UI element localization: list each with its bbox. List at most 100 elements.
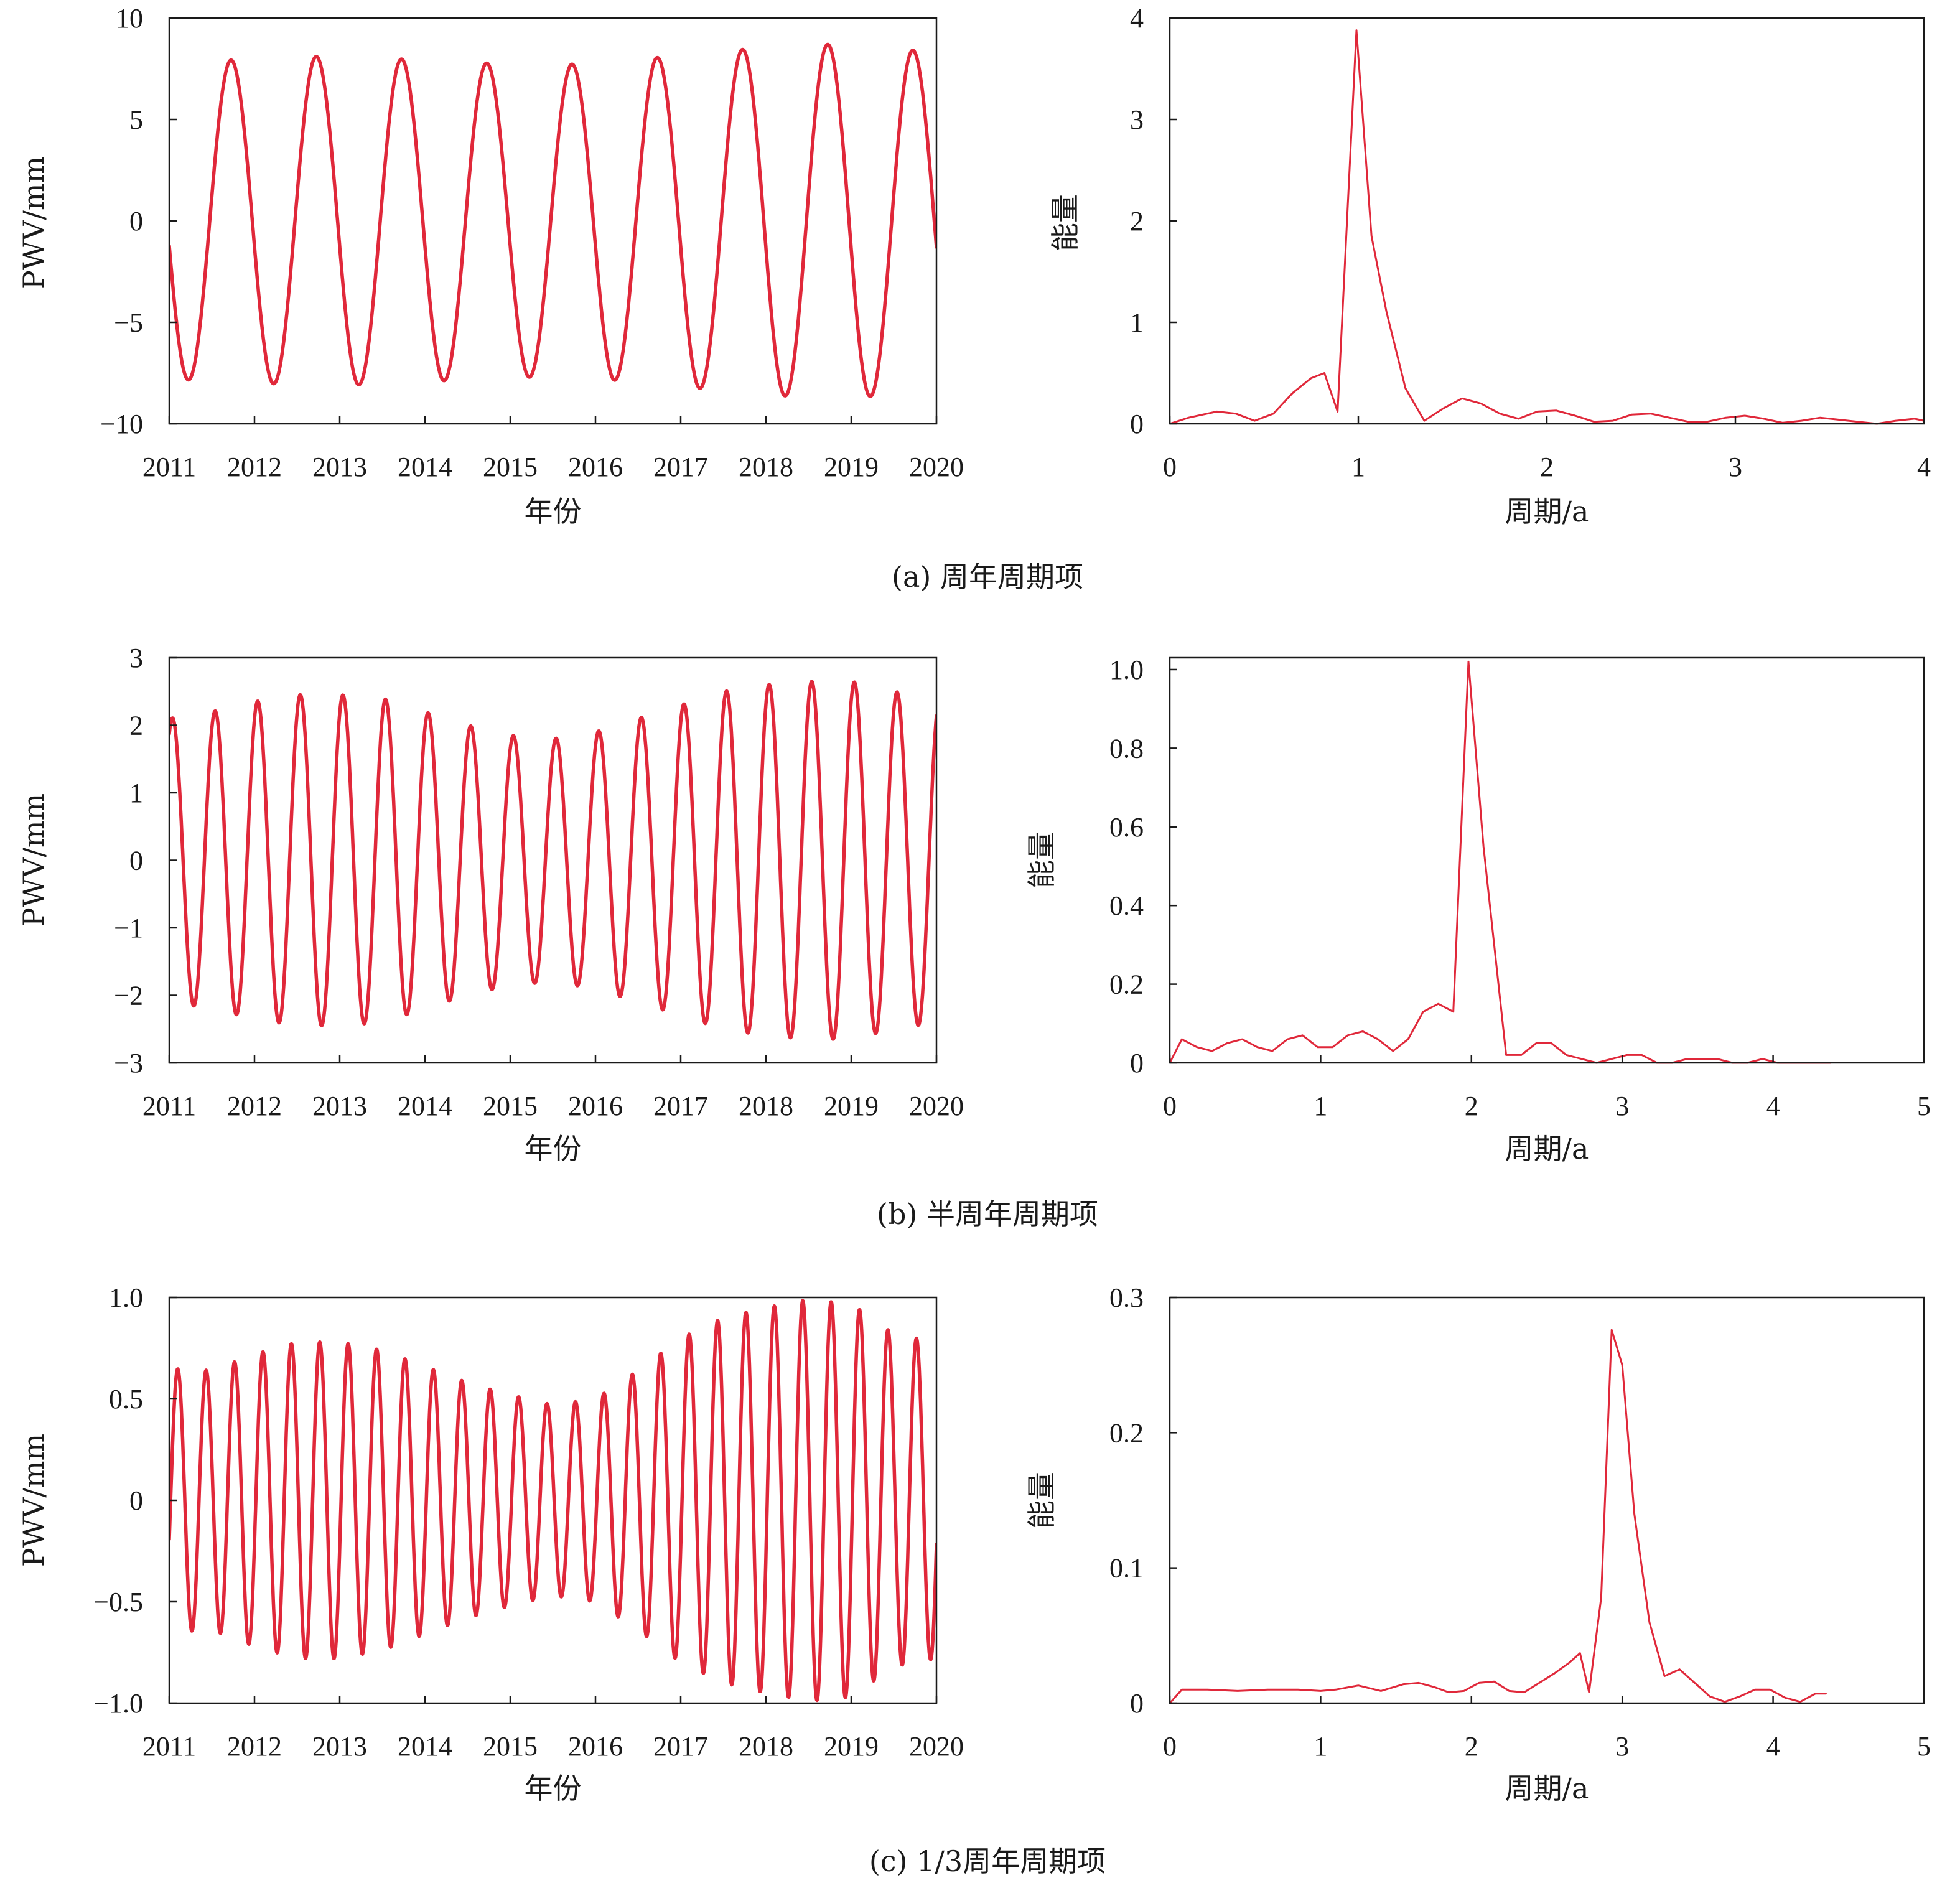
x-tick-label: 2015 <box>483 1091 538 1121</box>
y-tick-label: −1.0 <box>93 1688 143 1719</box>
chart-a-right: 0 1 2 3 4 0 1 2 3 4 周期/a 能量 <box>1048 3 1931 528</box>
chart-a-left: 2011 2012 2013 2014 2015 2016 2017 2018 2019 2020… <box>17 3 964 528</box>
y-tick-label: 1.0 <box>109 1283 143 1313</box>
series-line-b-left <box>169 680 936 1041</box>
y-axis-title: 能量 <box>1025 831 1058 889</box>
x-tick-label: 2019 <box>824 1731 879 1762</box>
y-axis-title: 能量 <box>1048 194 1082 251</box>
y-tick-label: −0.5 <box>93 1587 143 1617</box>
series-line-c-left <box>169 1299 936 1703</box>
y-tick-label: 1 <box>1130 307 1144 338</box>
series-line-c-right <box>1170 1329 1827 1704</box>
x-tick-label: 3 <box>1615 1731 1629 1762</box>
plot-frame <box>1169 1296 1925 1704</box>
caption-a: (a) 周年周期项 <box>892 560 1083 594</box>
x-tick-label: 2019 <box>824 452 879 482</box>
chart-b-right: 0 1 2 3 4 5 0 0.2 0.4 0.6 0.8 1.0 周期/a 能量 <box>1025 655 1931 1166</box>
y-axis-title: 能量 <box>1025 1472 1058 1529</box>
x-tick-label: 2013 <box>312 452 367 482</box>
x-tick-label: 2016 <box>568 452 623 482</box>
y-tick-label: 2 <box>129 711 143 741</box>
y-tick-label: 0 <box>129 846 143 876</box>
x-tick-label: 2011 <box>142 452 196 482</box>
x-tick-label: 2014 <box>398 1731 452 1762</box>
x-tick-label: 2019 <box>824 1091 879 1121</box>
y-tick-label: −1 <box>114 913 143 943</box>
y-tick-label: 2 <box>1130 206 1144 236</box>
x-tick-label: 2012 <box>227 1091 282 1121</box>
x-tick-label: 2 <box>1540 452 1554 482</box>
y-axis-title: PWV/mm <box>17 156 50 289</box>
x-tick-label: 2014 <box>398 452 452 482</box>
x-tick-label: 1 <box>1351 452 1365 482</box>
y-tick-label: 10 <box>116 3 143 34</box>
x-axis-title: 年份 <box>525 1772 582 1805</box>
x-tick-label: 2015 <box>483 1731 538 1762</box>
y-tick-label: 0.6 <box>1109 812 1144 843</box>
y-tick-label: 0.4 <box>1109 890 1144 921</box>
x-tick-label: 2020 <box>909 1091 964 1121</box>
caption-b: (b) 半周年周期项 <box>877 1197 1098 1231</box>
x-tick-label: 2018 <box>739 452 793 482</box>
x-tick-label: 2020 <box>909 452 964 482</box>
x-tick-label: 2020 <box>909 1731 964 1762</box>
x-tick-label: 2012 <box>227 1731 282 1762</box>
x-tick-label: 3 <box>1729 452 1742 482</box>
y-tick-label: 3 <box>129 643 143 673</box>
y-tick-label: 0 <box>129 206 143 236</box>
y-tick-label: 1.0 <box>1109 655 1144 685</box>
y-tick-label: 0.3 <box>1109 1283 1144 1313</box>
y-tick-label: 4 <box>1130 3 1144 34</box>
x-tick-label: 2016 <box>568 1731 623 1762</box>
x-tick-label: 4 <box>1917 452 1931 482</box>
chart-c-left: 2011 2012 2013 2014 2015 2016 2017 2018 2019 2020… <box>17 1283 964 1805</box>
x-tick-label: 1 <box>1314 1731 1327 1762</box>
x-tick-label: 2018 <box>739 1091 793 1121</box>
y-tick-label: 0 <box>129 1485 143 1516</box>
y-tick-label: 5 <box>129 105 143 135</box>
x-tick-label: 5 <box>1917 1731 1931 1762</box>
x-tick-label: 0 <box>1163 1731 1177 1762</box>
x-tick-label: 4 <box>1766 1091 1780 1121</box>
plot-frame <box>1169 17 1925 425</box>
x-tick-label: 2 <box>1465 1091 1478 1121</box>
x-axis-title: 周期/a <box>1505 495 1589 528</box>
x-tick-label: 4 <box>1766 1731 1780 1762</box>
y-tick-label: −5 <box>114 307 143 338</box>
x-tick-label: 2011 <box>142 1731 196 1762</box>
chart-b-left: 2011 2012 2 0 1 3 2014 2015 2016 2017 2018 2019 2020… <box>17 643 964 1166</box>
x-tick-label: 2011 <box>142 1091 196 1121</box>
y-tick-label: 0.2 <box>1109 1418 1144 1448</box>
x-tick-label: 5 <box>1917 1091 1931 1121</box>
y-axis-title: PWV/mm <box>17 1434 50 1567</box>
y-tick-label: 0 <box>1130 1048 1144 1078</box>
y-tick-label: 0.2 <box>1109 970 1144 1000</box>
y-tick-label: 0.1 <box>1109 1553 1144 1584</box>
chart-c-right: 0 1 2 3 4 5 0 0.1 0.2 0.3 周期/a 能量 <box>1025 1283 1931 1805</box>
plot-frame <box>1169 656 1925 1064</box>
y-tick-label: −10 <box>100 409 143 439</box>
y-tick-label: 3 <box>1130 105 1144 135</box>
y-axis-title: PWV/mm <box>17 793 50 927</box>
x-tick-label: 2016 <box>568 1091 623 1121</box>
x-tick-label: 2017 <box>653 1091 708 1121</box>
x-tick-label: 2015 <box>483 452 538 482</box>
x-tick-label: 2012 <box>227 452 282 482</box>
y-tick-label: 0.5 <box>109 1384 143 1414</box>
series-line-a-right <box>1170 29 1924 425</box>
x-tick-label: 2014 <box>398 1091 452 1121</box>
caption-c: (c) 1/3周年周期项 <box>869 1844 1106 1878</box>
x-tick-label: 3 <box>1615 1091 1629 1121</box>
y-tick-label: −2 <box>114 981 143 1011</box>
x-tick-label: 2 <box>1465 1731 1478 1762</box>
y-tick-label: 0.8 <box>1109 733 1144 764</box>
x-tick-label: 1 <box>1314 1091 1327 1121</box>
x-tick-label: 0 <box>1163 1091 1177 1121</box>
x-tick-label: 2017 <box>653 452 708 482</box>
x-tick-label: 2013 <box>312 1731 367 1762</box>
y-tick-label: 1 <box>129 778 143 808</box>
x-axis-title: 年份 <box>525 495 582 528</box>
series-line-b-right <box>1170 660 1832 1064</box>
y-tick-label: 0 <box>1130 1688 1144 1719</box>
